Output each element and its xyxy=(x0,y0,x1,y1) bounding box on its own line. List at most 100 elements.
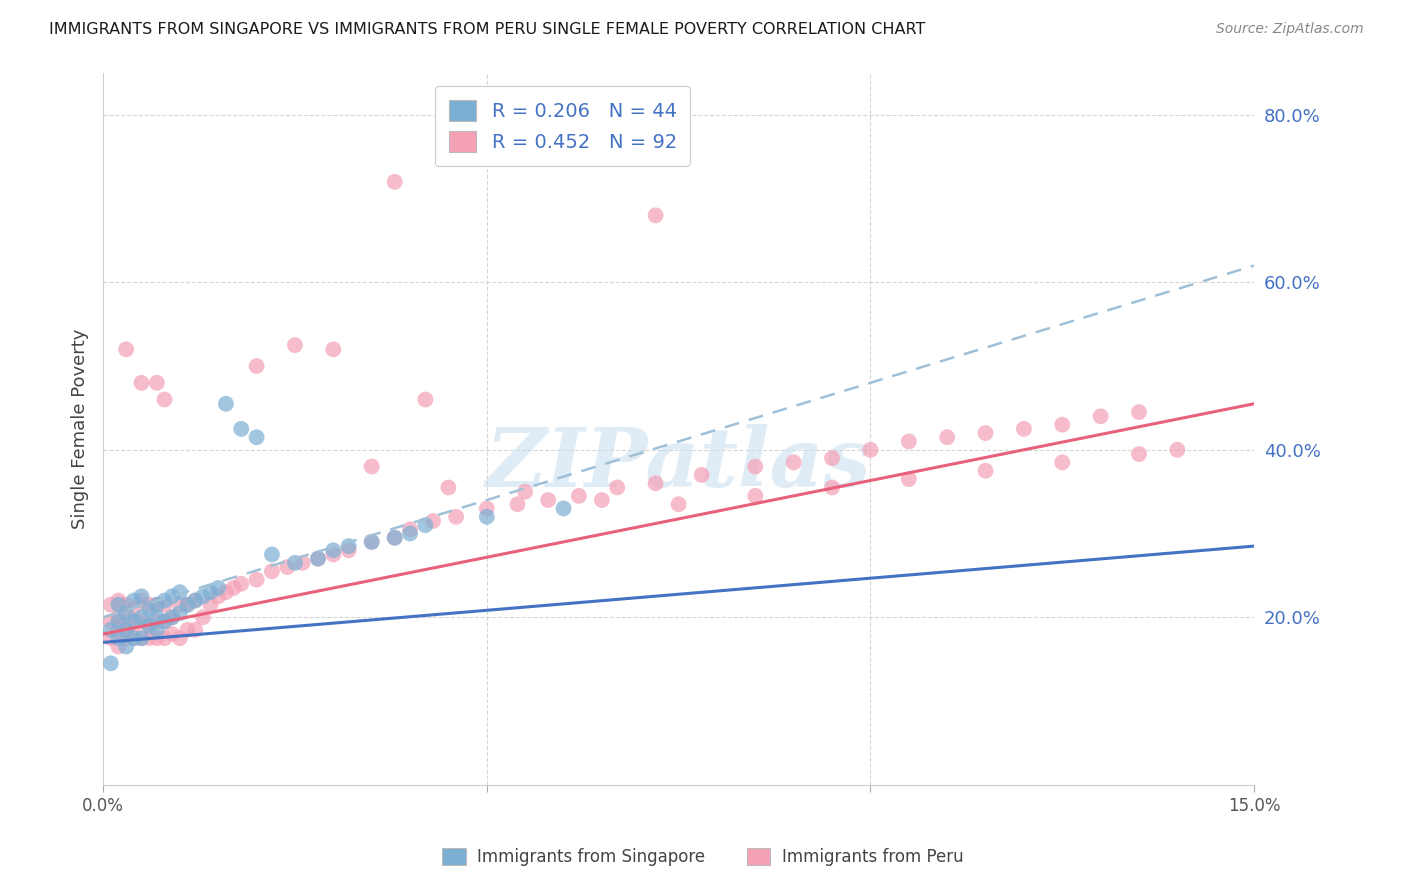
Point xyxy=(153,615,176,629)
Text: IMMIGRANTS FROM SINGAPORE VS IMMIGRANTS FROM PERU SINGLE FEMALE POVERTY CORRELAT: IMMIGRANTS FROM SINGAPORE VS IMMIGRANTS … xyxy=(49,22,925,37)
Point xyxy=(115,623,138,637)
Point xyxy=(131,376,153,390)
Point xyxy=(399,526,422,541)
Point xyxy=(897,472,920,486)
Point xyxy=(169,598,191,612)
Point xyxy=(107,593,129,607)
Point xyxy=(1090,409,1112,424)
Point xyxy=(307,551,329,566)
Point xyxy=(337,539,360,553)
Point xyxy=(322,543,344,558)
Point xyxy=(153,615,176,629)
Point xyxy=(245,359,267,373)
Point xyxy=(231,422,253,436)
Point xyxy=(107,631,129,645)
Point xyxy=(122,631,145,645)
Point xyxy=(360,459,382,474)
Point xyxy=(207,590,229,604)
Point xyxy=(176,623,198,637)
Point xyxy=(153,593,176,607)
Point xyxy=(384,531,406,545)
Point xyxy=(115,598,138,612)
Point xyxy=(100,623,122,637)
Point xyxy=(291,556,314,570)
Point xyxy=(131,593,153,607)
Point xyxy=(821,481,844,495)
Point xyxy=(176,598,198,612)
Point xyxy=(115,623,138,637)
Point xyxy=(153,392,176,407)
Point xyxy=(1052,455,1074,469)
Point xyxy=(100,657,122,671)
Point xyxy=(974,464,997,478)
Point xyxy=(245,430,267,444)
Point xyxy=(1052,417,1074,432)
Point xyxy=(122,618,145,632)
Point xyxy=(146,598,169,612)
Point xyxy=(222,581,245,595)
Point xyxy=(307,551,329,566)
Point xyxy=(568,489,591,503)
Point xyxy=(422,514,444,528)
Point xyxy=(131,631,153,645)
Point xyxy=(231,576,253,591)
Point xyxy=(215,585,238,599)
Point xyxy=(399,522,422,536)
Point xyxy=(138,598,160,612)
Text: Source: ZipAtlas.com: Source: ZipAtlas.com xyxy=(1216,22,1364,37)
Point xyxy=(506,497,529,511)
Point xyxy=(138,618,160,632)
Point xyxy=(783,455,806,469)
Point xyxy=(100,598,122,612)
Point xyxy=(131,615,153,629)
Point xyxy=(606,481,628,495)
Point xyxy=(138,618,160,632)
Point xyxy=(897,434,920,449)
Point xyxy=(415,518,437,533)
Point xyxy=(260,564,283,578)
Point xyxy=(360,535,382,549)
Point xyxy=(260,548,283,562)
Point xyxy=(384,531,406,545)
Point xyxy=(138,631,160,645)
Point xyxy=(384,175,406,189)
Point xyxy=(146,598,169,612)
Point xyxy=(322,548,344,562)
Point xyxy=(207,581,229,595)
Point xyxy=(415,392,437,407)
Point xyxy=(322,343,344,357)
Point xyxy=(115,631,138,645)
Point xyxy=(146,610,169,624)
Point xyxy=(160,627,183,641)
Point xyxy=(974,425,997,440)
Point xyxy=(115,640,138,654)
Y-axis label: Single Female Poverty: Single Female Poverty xyxy=(72,328,89,529)
Legend: R = 0.206   N = 44, R = 0.452   N = 92: R = 0.206 N = 44, R = 0.452 N = 92 xyxy=(434,87,690,166)
Point xyxy=(169,631,191,645)
Point xyxy=(475,509,498,524)
Point xyxy=(115,606,138,620)
Point xyxy=(153,598,176,612)
Point xyxy=(1012,422,1035,436)
Point xyxy=(215,397,238,411)
Point xyxy=(859,442,882,457)
Point xyxy=(131,590,153,604)
Point xyxy=(153,631,176,645)
Point xyxy=(200,585,222,599)
Point xyxy=(1128,447,1150,461)
Point xyxy=(146,623,169,637)
Point xyxy=(537,493,560,508)
Point xyxy=(146,631,169,645)
Point xyxy=(821,451,844,466)
Point xyxy=(475,501,498,516)
Point xyxy=(184,593,207,607)
Point xyxy=(138,602,160,616)
Point xyxy=(644,476,666,491)
Point xyxy=(1128,405,1150,419)
Point xyxy=(553,501,575,516)
Point xyxy=(100,631,122,645)
Text: ZIPatlas: ZIPatlas xyxy=(486,425,872,505)
Point xyxy=(245,573,267,587)
Legend: Immigrants from Singapore, Immigrants from Peru: Immigrants from Singapore, Immigrants fr… xyxy=(436,841,970,873)
Point xyxy=(184,623,207,637)
